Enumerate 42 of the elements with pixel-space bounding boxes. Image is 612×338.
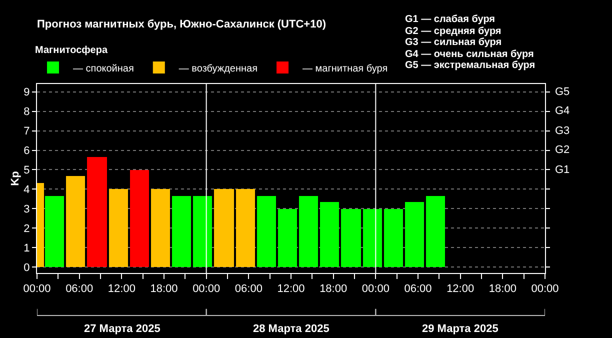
text: G1 — слабая буря — [405, 14, 496, 25]
y-axis-title: Kp — [9, 170, 22, 186]
y-tick-label: 6 — [24, 145, 30, 158]
text: 28 Марта 2025 — [253, 323, 330, 335]
x-tick-label: 00:00 — [23, 283, 51, 296]
y-tick-label: 4 — [24, 184, 30, 196]
x-tick-label: 12:00 — [446, 283, 474, 296]
x-tick-label: 12:00 — [108, 283, 136, 296]
x-tick-label: 06:00 — [234, 283, 262, 296]
text: G1 — [555, 164, 570, 176]
x-tick-label: 00:00 — [362, 283, 390, 296]
y-tick-label: 2 — [24, 223, 30, 236]
legend-label: — магнитная буря — [302, 63, 388, 74]
x-tick-label: 00:00 — [192, 283, 220, 296]
text: G5 — экстремальная буря — [405, 60, 536, 71]
chart-title: Прогноз магнитных бурь, Южно-Сахалинск (UTC+10) — [37, 18, 326, 31]
x-tick-label: 00:00 — [531, 283, 559, 296]
text: 29 Марта 2025 — [422, 323, 498, 335]
y-tick-label: 1 — [24, 242, 30, 255]
text: G3 — [555, 125, 570, 137]
text: 27 Марта 2025 — [84, 323, 160, 335]
x-tick-label: 18:00 — [488, 283, 516, 296]
x-tick-label: 18:00 — [320, 283, 348, 296]
text: G2 — [555, 144, 570, 156]
legend-label: — возбужденная — [178, 63, 258, 74]
x-tick-label: 12:00 — [277, 283, 305, 296]
text: G5 — [555, 86, 570, 98]
y-tick-label: 8 — [24, 106, 30, 118]
y-tick-label: 5 — [24, 164, 30, 177]
x-tick-label: 18:00 — [150, 283, 178, 296]
y-tick-label: 0 — [24, 262, 30, 274]
legend-label: — спокойная — [73, 63, 134, 74]
legend-title: Магнитосфера — [35, 45, 108, 56]
y-tick-label: 3 — [24, 204, 30, 216]
text: G4 — очень сильная буря — [405, 49, 534, 60]
y-tick-label: 7 — [24, 126, 30, 138]
text: G2 — средняя буря — [405, 26, 502, 37]
text: G4 — [555, 105, 570, 117]
x-tick-label: 06:00 — [404, 283, 432, 296]
y-tick-label: 9 — [24, 86, 30, 99]
x-tick-label: 06:00 — [66, 283, 94, 296]
text: G3 — сильная буря — [405, 37, 502, 48]
